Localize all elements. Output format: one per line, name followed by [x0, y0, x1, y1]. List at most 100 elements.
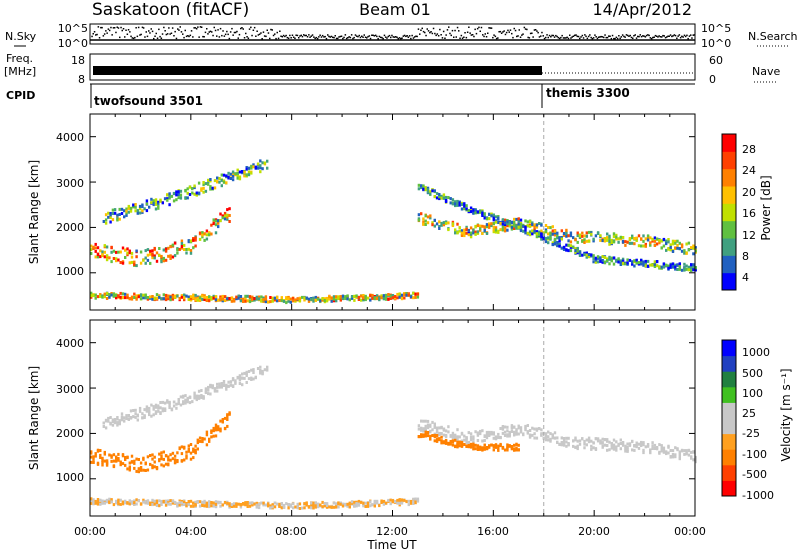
- nsky-point: [144, 36, 146, 38]
- power-cell: [257, 297, 261, 301]
- power-cell: [608, 234, 611, 238]
- power-cell: [169, 254, 172, 258]
- nsky-point: [110, 26, 112, 29]
- power-cell: [601, 260, 604, 264]
- power-cell: [669, 243, 672, 247]
- power-cell: [513, 217, 516, 221]
- velocity-cell: [454, 445, 457, 449]
- power-cell: [375, 294, 379, 298]
- power-cell: [216, 176, 219, 180]
- power-cell: [198, 237, 202, 241]
- velocity-cell: [312, 506, 315, 510]
- power-cell: [192, 296, 195, 300]
- velocity-cell: [128, 502, 131, 506]
- velocity-cell: [590, 439, 593, 443]
- power-cell: [578, 254, 582, 257]
- velocity-cell: [558, 443, 561, 446]
- power-cell: [542, 237, 545, 241]
- power-cell: [680, 243, 684, 247]
- velocity-cell: [161, 409, 164, 413]
- velocity-cell: [137, 458, 140, 461]
- power-cell: [540, 223, 543, 227]
- nsky-point: [609, 35, 611, 37]
- power-cell: [209, 185, 212, 189]
- power-cell: [108, 256, 111, 260]
- nsky-point: [650, 37, 653, 40]
- velocity-cell: [608, 448, 611, 452]
- power-cell: [162, 259, 165, 263]
- velocity-cell: [110, 459, 113, 463]
- nsky-point: [368, 35, 371, 37]
- power-ylabel: Slant Range [km]: [27, 160, 41, 264]
- velocity-cell: [658, 443, 661, 447]
- nsky-point: [183, 36, 185, 39]
- velocity-cell: [142, 498, 145, 502]
- power-cell: [606, 257, 609, 261]
- velocity-cell: [94, 454, 97, 458]
- velocity-cell: [228, 411, 231, 415]
- velocity-cell: [251, 503, 254, 507]
- power-cell: [565, 248, 568, 252]
- velocity-cell: [492, 445, 495, 449]
- power-cell: [307, 297, 311, 301]
- nsky-point: [691, 37, 693, 39]
- velocity-cell: [214, 426, 218, 429]
- velocity-cell: [328, 505, 331, 509]
- power-cell: [130, 251, 134, 255]
- power-cell: [560, 246, 563, 250]
- power-cell: [166, 198, 169, 202]
- power-cell: [231, 170, 235, 174]
- power-cell: [179, 196, 183, 200]
- velocity-cell: [214, 502, 218, 506]
- velocity-cell: [444, 433, 448, 437]
- power-cell: [135, 264, 138, 268]
- velocity-cell: [219, 427, 222, 431]
- power-cell: [485, 223, 489, 227]
- velocity-cell: [151, 457, 154, 461]
- nsky-point: [391, 34, 393, 37]
- power-cell: [166, 193, 169, 197]
- velocity-cell: [409, 501, 413, 505]
- velocity-cell: [92, 500, 95, 504]
- power-cell: [649, 243, 652, 247]
- power-cell: [387, 297, 390, 301]
- power-cell: [201, 294, 204, 298]
- velocity-cell: [101, 459, 104, 463]
- velocity-ylabel: Slant Range [km]: [27, 366, 41, 470]
- velocity-cell: [196, 438, 199, 442]
- power-cell: [183, 248, 186, 251]
- power-cell: [141, 205, 144, 209]
- velocity-cell: [192, 449, 195, 453]
- power-cell: [177, 196, 180, 200]
- velocity-cell: [456, 445, 459, 449]
- power-cell: [481, 232, 484, 235]
- velocity-cell: [417, 435, 421, 438]
- velocity-cell: [185, 502, 188, 505]
- power-cell: [567, 239, 570, 243]
- power-cell: [416, 292, 420, 296]
- velocity-cell: [133, 499, 136, 503]
- velocity-cell: [531, 433, 534, 437]
- nsky-point: [149, 32, 151, 34]
- nsky-point: [437, 35, 440, 37]
- power-cell: [160, 297, 163, 301]
- velocity-cell: [683, 452, 686, 456]
- nsky-point: [101, 26, 103, 29]
- power-cell: [424, 223, 427, 226]
- power-cell: [469, 235, 473, 239]
- velocity-cell: [149, 462, 152, 466]
- power-cell: [261, 161, 264, 165]
- power-cell: [116, 218, 119, 222]
- power-cell: [210, 232, 213, 236]
- power-cell: [637, 244, 641, 248]
- nsearch-tick-bottom: 10^0: [701, 37, 731, 50]
- power-cell: [371, 296, 374, 300]
- velocity-cell: [660, 444, 663, 448]
- power-cell: [138, 211, 142, 215]
- velocity-cell: [197, 396, 201, 400]
- power-cell: [576, 231, 579, 235]
- velocity-cell: [578, 439, 582, 443]
- velocity-cell: [519, 430, 523, 434]
- power-cell: [463, 207, 466, 211]
- power-cell: [212, 218, 215, 222]
